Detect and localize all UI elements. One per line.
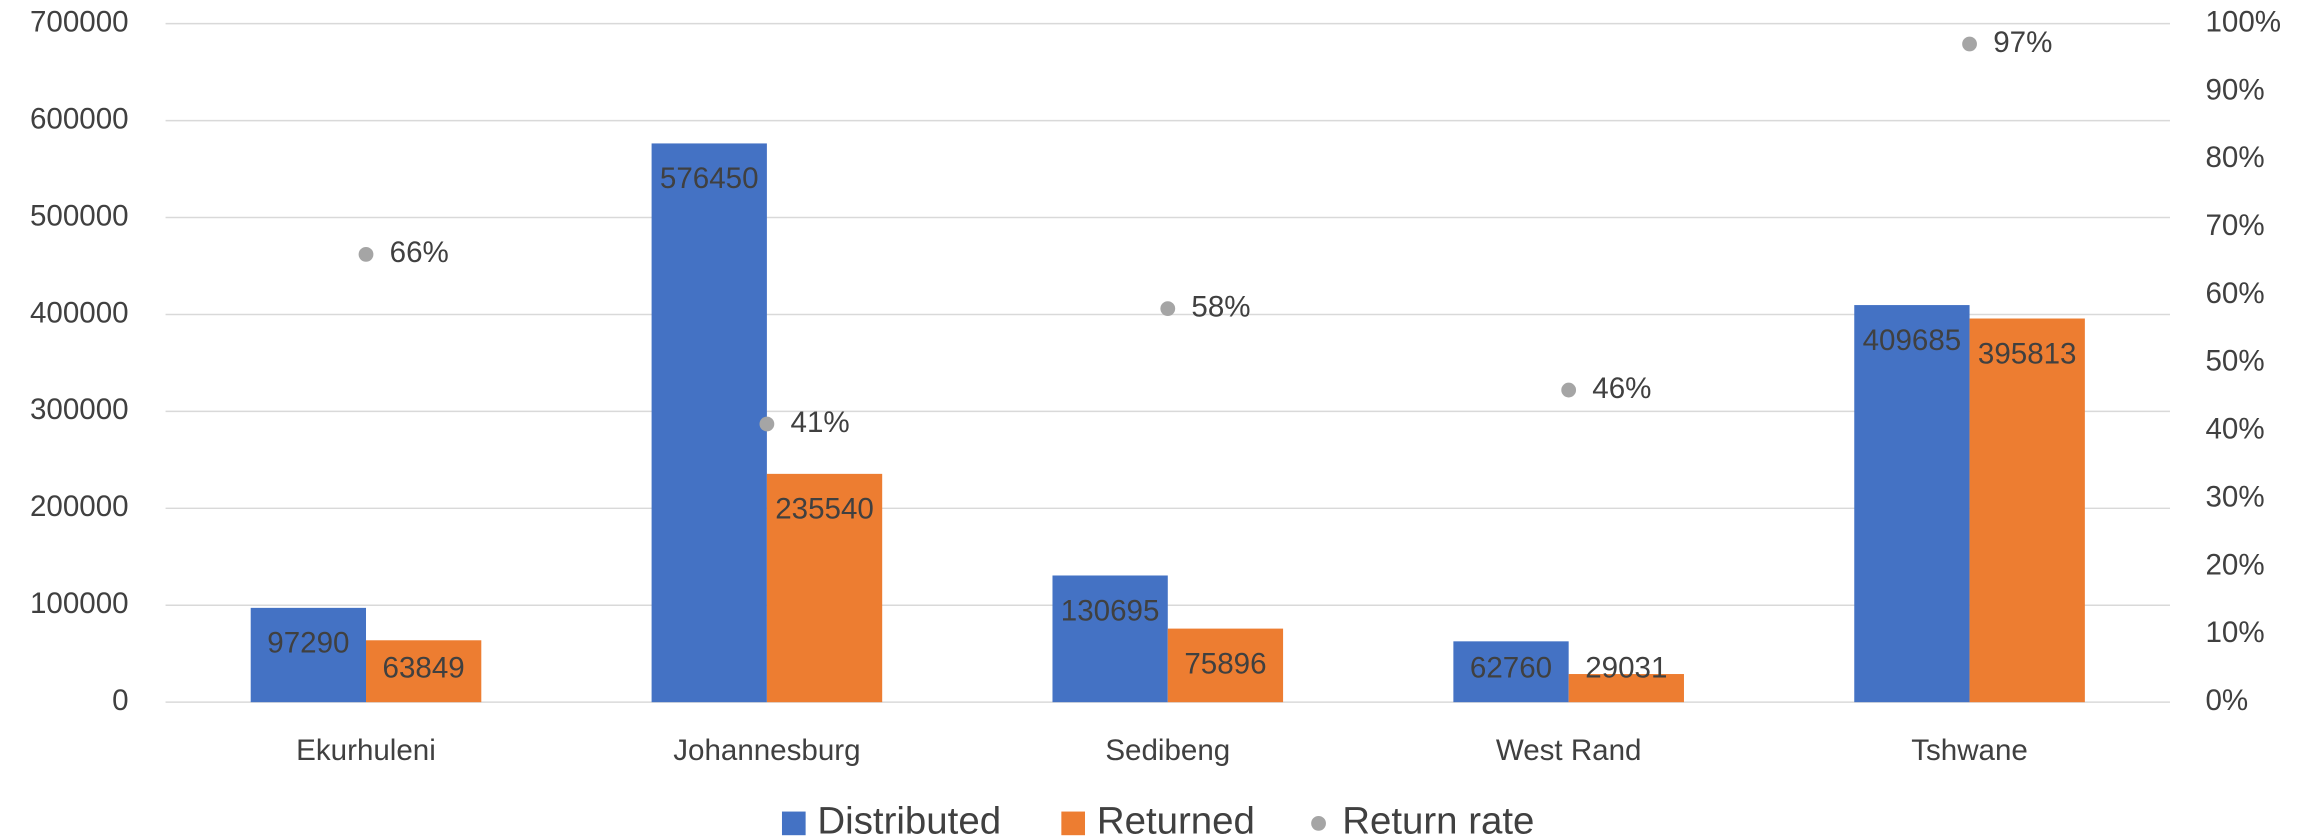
x-tick-label: Sedibeng	[1105, 734, 1230, 767]
legend-label: Returned	[1097, 800, 1255, 837]
bar	[1969, 318, 2085, 703]
data-label: 130695	[1061, 594, 1160, 627]
y2-tick-label: 0%	[2205, 684, 2248, 717]
x-tick-label: Tshwane	[1911, 734, 2028, 767]
bar	[1052, 575, 1168, 703]
data-label: 62760	[1470, 651, 1552, 684]
y2-tick-label: 70%	[2205, 209, 2264, 242]
y2-tick-label: 90%	[2205, 73, 2264, 106]
data-label: 29031	[1585, 651, 1667, 684]
legend-swatch	[781, 811, 806, 836]
y-tick-label: 0	[112, 684, 128, 717]
y2-tick-label: 80%	[2205, 141, 2264, 174]
bar	[651, 143, 767, 703]
bar	[1854, 305, 1970, 703]
scatter-point	[1962, 36, 1977, 52]
data-label: 75896	[1184, 647, 1266, 680]
y2-tick-label: 100%	[2205, 5, 2281, 38]
data-label: 41%	[791, 406, 850, 439]
y-tick-label: 100000	[30, 587, 129, 620]
data-label: 576450	[660, 162, 759, 195]
y-tick-label: 400000	[30, 296, 129, 329]
data-label: 97290	[267, 627, 349, 660]
y2-tick-label: 30%	[2205, 480, 2264, 513]
x-tick-label: Johannesburg	[673, 734, 860, 767]
bar	[250, 607, 367, 703]
scatter-point	[358, 246, 374, 262]
data-label: 409685	[1863, 324, 1962, 357]
scatter-point	[759, 416, 775, 432]
y2-tick-label: 40%	[2205, 413, 2264, 446]
legend-swatch	[1061, 811, 1086, 836]
y2-tick-label: 20%	[2205, 548, 2264, 581]
y-tick-label: 300000	[30, 393, 129, 426]
bar	[366, 640, 482, 703]
data-label: 63849	[383, 651, 465, 684]
data-label: 58%	[1191, 290, 1250, 323]
data-label: 97%	[1993, 26, 2052, 59]
bar	[1453, 641, 1569, 703]
x-tick-label: Ekurhuleni	[296, 734, 436, 767]
y-tick-label: 700000	[30, 5, 129, 38]
data-label: 395813	[1978, 337, 2077, 370]
y-tick-label: 200000	[30, 490, 129, 523]
data-label: 46%	[1592, 372, 1651, 405]
scatter-point	[1561, 382, 1577, 398]
bar	[1568, 674, 1684, 703]
y2-tick-label: 50%	[2205, 345, 2264, 378]
data-label: 235540	[775, 493, 874, 526]
legend-label: Distributed	[817, 800, 1001, 837]
data-label: 66%	[390, 236, 449, 269]
legend-marker	[1311, 815, 1326, 831]
bar	[766, 473, 883, 703]
y2-tick-label: 10%	[2205, 616, 2264, 649]
scatter-point	[1160, 301, 1176, 317]
bar	[1167, 628, 1284, 703]
x-tick-label: West Rand	[1496, 734, 1642, 767]
y2-tick-label: 60%	[2205, 277, 2264, 310]
y-tick-label: 500000	[30, 199, 129, 232]
legend-label: Return rate	[1342, 800, 1534, 837]
y-tick-label: 600000	[30, 102, 129, 135]
